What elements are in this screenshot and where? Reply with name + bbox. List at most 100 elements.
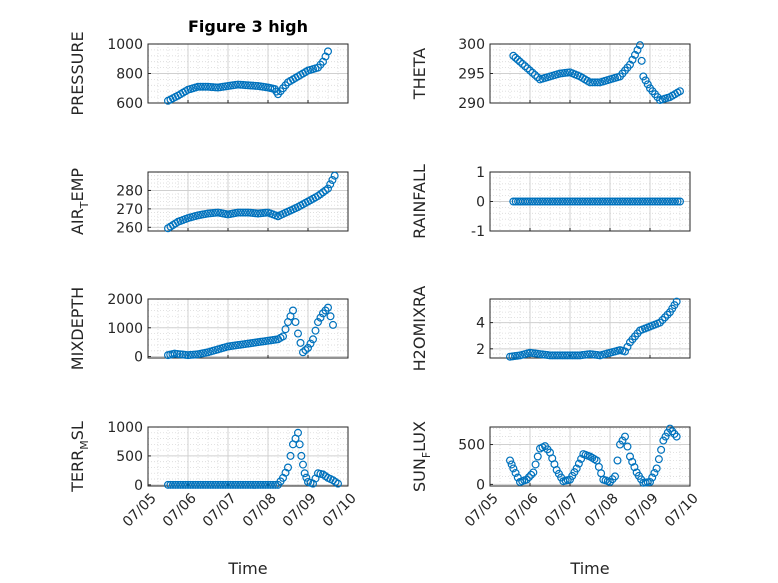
interp-point: [623, 342, 632, 351]
interp-point: [176, 480, 185, 489]
interp-point: [633, 197, 642, 206]
interp-point: [553, 351, 562, 360]
interp-point: [261, 480, 270, 489]
interp-point: [533, 197, 542, 206]
data-point: [184, 351, 193, 360]
data-point: [625, 452, 634, 461]
x-tick-label: 07/08: [240, 490, 280, 530]
interp-point: [226, 480, 235, 489]
y-tick-label: 295: [458, 67, 485, 83]
y-tick-label: 800: [116, 67, 143, 83]
interp-point: [251, 209, 260, 218]
interp-point: [251, 81, 260, 90]
interp-point: [199, 82, 208, 91]
interp-point: [181, 350, 190, 359]
interp-point: [174, 480, 183, 489]
interp-point: [661, 432, 670, 441]
data-point: [324, 184, 333, 193]
interp-point: [266, 480, 275, 489]
interp-point: [179, 480, 188, 489]
interp-point: [660, 197, 669, 206]
data-point: [244, 480, 253, 489]
interp-point: [650, 197, 659, 206]
axes-outline: [147, 171, 349, 232]
data-point: [525, 66, 534, 75]
x-tick-label: 07/07: [200, 490, 240, 530]
series-mixdepth: [164, 303, 338, 360]
data-point: [509, 51, 518, 60]
interp-point: [641, 76, 650, 85]
data-point: [585, 197, 594, 206]
data-point: [610, 472, 619, 481]
y-tick-label: 1000: [107, 420, 143, 436]
interp-point: [603, 197, 612, 206]
interp-point: [550, 351, 559, 360]
interp-point: [560, 351, 569, 360]
series-rainfall: [509, 197, 684, 206]
interp-point: [229, 480, 238, 489]
data-point: [659, 436, 668, 445]
y-tick-label: 0: [476, 477, 485, 493]
y-tick-label: 2: [476, 342, 485, 358]
chart-title: Figure 3 high: [188, 17, 308, 36]
interp-point: [211, 83, 220, 92]
data-point: [506, 456, 515, 465]
series-theta: [509, 41, 684, 105]
subplot-terr-msl: 0 500 1000 07/05 07/06 07/07 07/08 07/09 07/10 Ti…: [68, 420, 360, 578]
interp-point: [533, 73, 542, 82]
interp-point: [570, 351, 579, 360]
y-tick-label: 500: [458, 438, 485, 454]
interp-point: [643, 197, 652, 206]
x-tick-label: 07/06: [502, 490, 542, 530]
y-tick-label: 1000: [107, 321, 143, 337]
data-point: [645, 478, 654, 487]
interp-point: [600, 197, 609, 206]
data-point: [279, 332, 288, 341]
subplot-sun-flux: 0 500 07/05 07/06 07/07 07/08 07/09 07/10 Time SU…: [410, 421, 702, 578]
interp-point: [568, 197, 577, 206]
interp-point: [299, 460, 308, 469]
interp-point: [550, 197, 559, 206]
interp-point: [236, 480, 245, 489]
interp-point: [630, 50, 639, 59]
interp-point: [638, 197, 647, 206]
data-point: [204, 480, 213, 489]
interp-point: [560, 197, 569, 206]
interp-point: [249, 209, 258, 218]
interp-point: [590, 78, 599, 87]
interp-point: [595, 197, 604, 206]
interp-point: [655, 197, 664, 206]
series-h2omixra: [506, 297, 681, 361]
interp-point: [211, 480, 220, 489]
data-point: [572, 464, 581, 473]
data-point: [309, 335, 318, 344]
interp-point: [573, 197, 582, 206]
series-pressure: [164, 47, 333, 105]
data-point: [655, 318, 664, 327]
interp-point: [520, 62, 529, 71]
interp-point: [530, 70, 539, 79]
interp-point: [295, 440, 304, 449]
interp-point: [169, 480, 178, 489]
interp-point: [568, 351, 577, 360]
subplot-rainfall: -1 0 1 RAINFALL: [410, 164, 691, 240]
interp-point: [528, 197, 537, 206]
interp-point: [201, 82, 210, 91]
y-tick-label: 1000: [107, 37, 143, 53]
interp-point: [548, 351, 557, 360]
interp-point: [593, 78, 602, 87]
interp-point: [640, 197, 649, 206]
data-point: [639, 72, 648, 81]
interp-point: [637, 56, 646, 65]
interp-point: [236, 208, 245, 217]
interp-point: [673, 197, 682, 206]
interp-point: [302, 473, 311, 482]
x-tick-label: 07/05: [120, 490, 160, 530]
data-point: [329, 320, 338, 329]
interp-point: [555, 197, 564, 206]
interp-point: [538, 197, 547, 206]
interp-point: [654, 455, 663, 464]
interp-point: [633, 46, 642, 55]
data-point: [234, 208, 243, 217]
x-tick-label: 07/10: [320, 490, 360, 530]
